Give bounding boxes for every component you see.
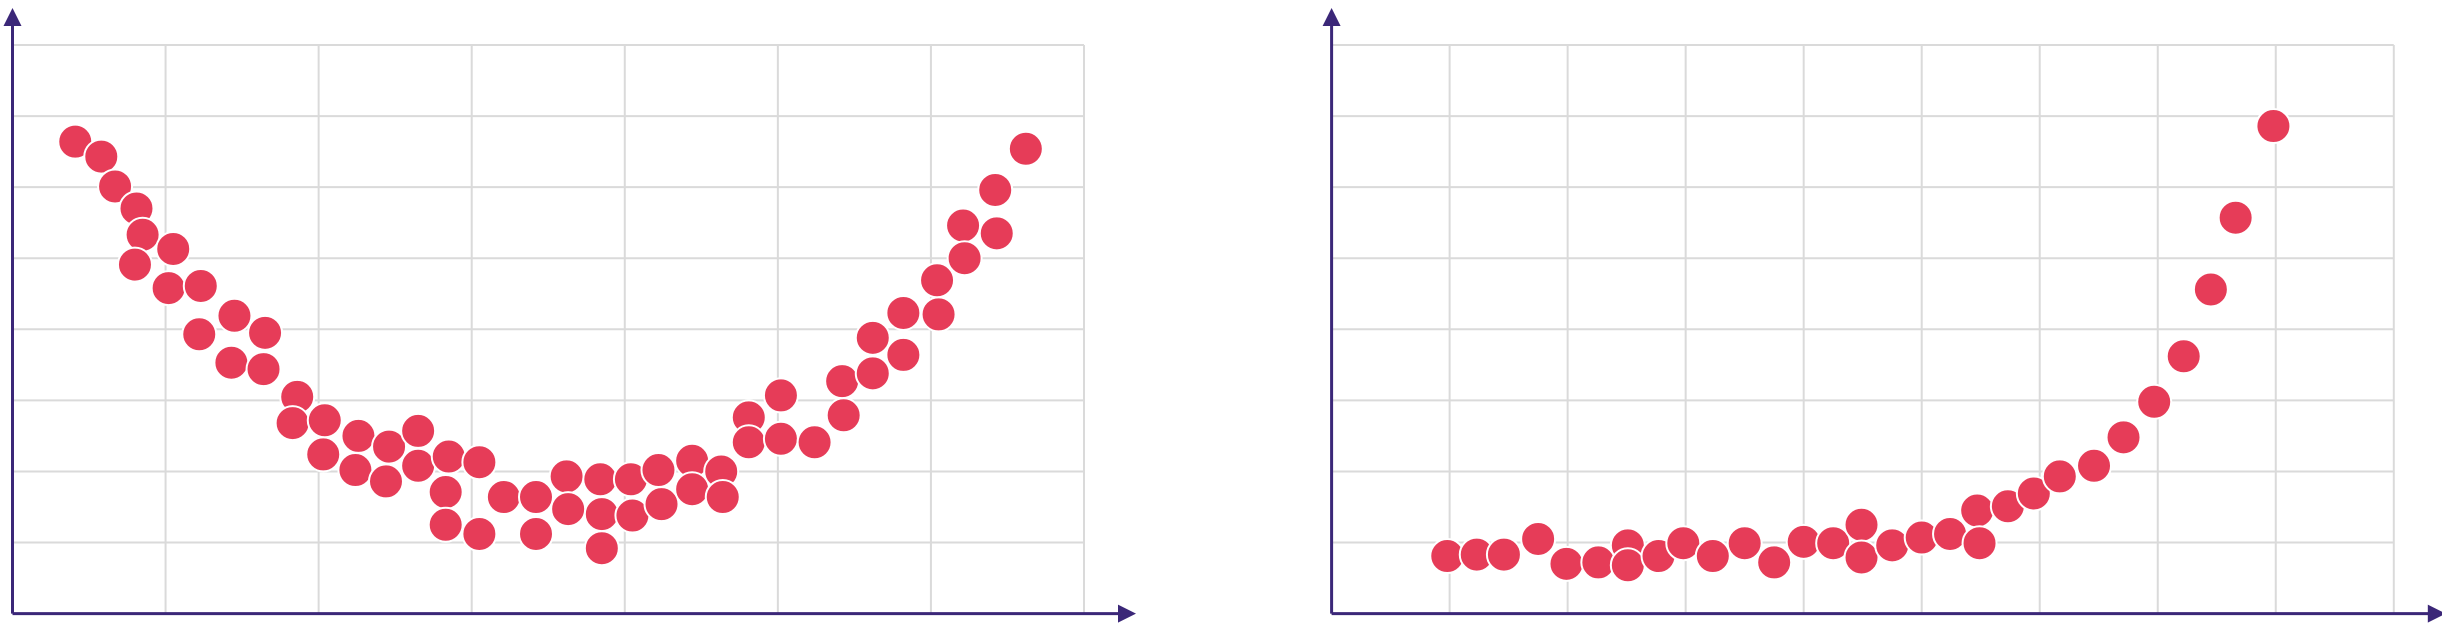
point (305, 436, 342, 473)
point (1520, 520, 1557, 557)
point (1843, 539, 1880, 576)
point (247, 314, 284, 351)
point (583, 496, 620, 533)
point (2015, 475, 2052, 512)
point (97, 168, 134, 205)
point (762, 420, 799, 457)
point (1485, 536, 1522, 573)
point (518, 515, 555, 552)
point (854, 319, 891, 356)
point (825, 397, 862, 434)
point (854, 355, 891, 392)
point (430, 438, 467, 475)
point (920, 296, 957, 333)
point (2192, 271, 2229, 308)
point (518, 479, 555, 516)
point (306, 402, 343, 439)
point (116, 246, 153, 283)
point (485, 479, 522, 516)
point (945, 207, 982, 244)
point (704, 479, 741, 516)
point (2076, 447, 2113, 484)
point (946, 240, 983, 277)
point (824, 363, 861, 400)
point (2255, 108, 2292, 145)
point (427, 506, 464, 543)
point (340, 417, 377, 454)
point (550, 491, 587, 528)
point (155, 230, 192, 267)
point (427, 474, 464, 511)
point (83, 138, 120, 175)
point (2136, 383, 2173, 420)
point (216, 297, 253, 334)
point (796, 424, 833, 461)
point (1874, 527, 1911, 564)
point (213, 344, 250, 381)
y-axis-arrow (1322, 8, 1341, 26)
point (150, 270, 187, 307)
point (1843, 506, 1880, 543)
point (400, 447, 437, 484)
point (1007, 130, 1044, 167)
point (182, 267, 219, 304)
point (2217, 199, 2254, 236)
point (400, 412, 437, 449)
point (274, 405, 311, 442)
point (762, 377, 799, 414)
point (245, 351, 282, 388)
point (371, 428, 408, 465)
point (885, 336, 922, 373)
point (640, 452, 677, 489)
point (1961, 525, 1998, 562)
point (583, 530, 620, 567)
point (1694, 538, 1731, 575)
point (885, 294, 922, 331)
point (1959, 492, 1996, 529)
point (2165, 338, 2202, 375)
point (1756, 544, 1793, 581)
point (643, 486, 680, 523)
x-axis-arrow (1118, 604, 1136, 623)
point (674, 471, 711, 508)
point (1548, 545, 1585, 582)
point (461, 515, 498, 552)
y-axis-arrow (3, 8, 22, 26)
point (2105, 419, 2142, 456)
point (978, 215, 1015, 252)
x-axis-arrow (2427, 604, 2442, 623)
point (1609, 547, 1646, 584)
point (548, 458, 585, 495)
point (181, 316, 218, 353)
point (1726, 525, 1763, 562)
point (582, 461, 619, 498)
point (461, 444, 498, 481)
point (367, 463, 404, 500)
point (730, 424, 767, 461)
point (2041, 458, 2078, 495)
point (337, 452, 374, 489)
point (1815, 525, 1852, 562)
point (919, 262, 956, 299)
point (977, 171, 1014, 208)
point (124, 216, 161, 253)
